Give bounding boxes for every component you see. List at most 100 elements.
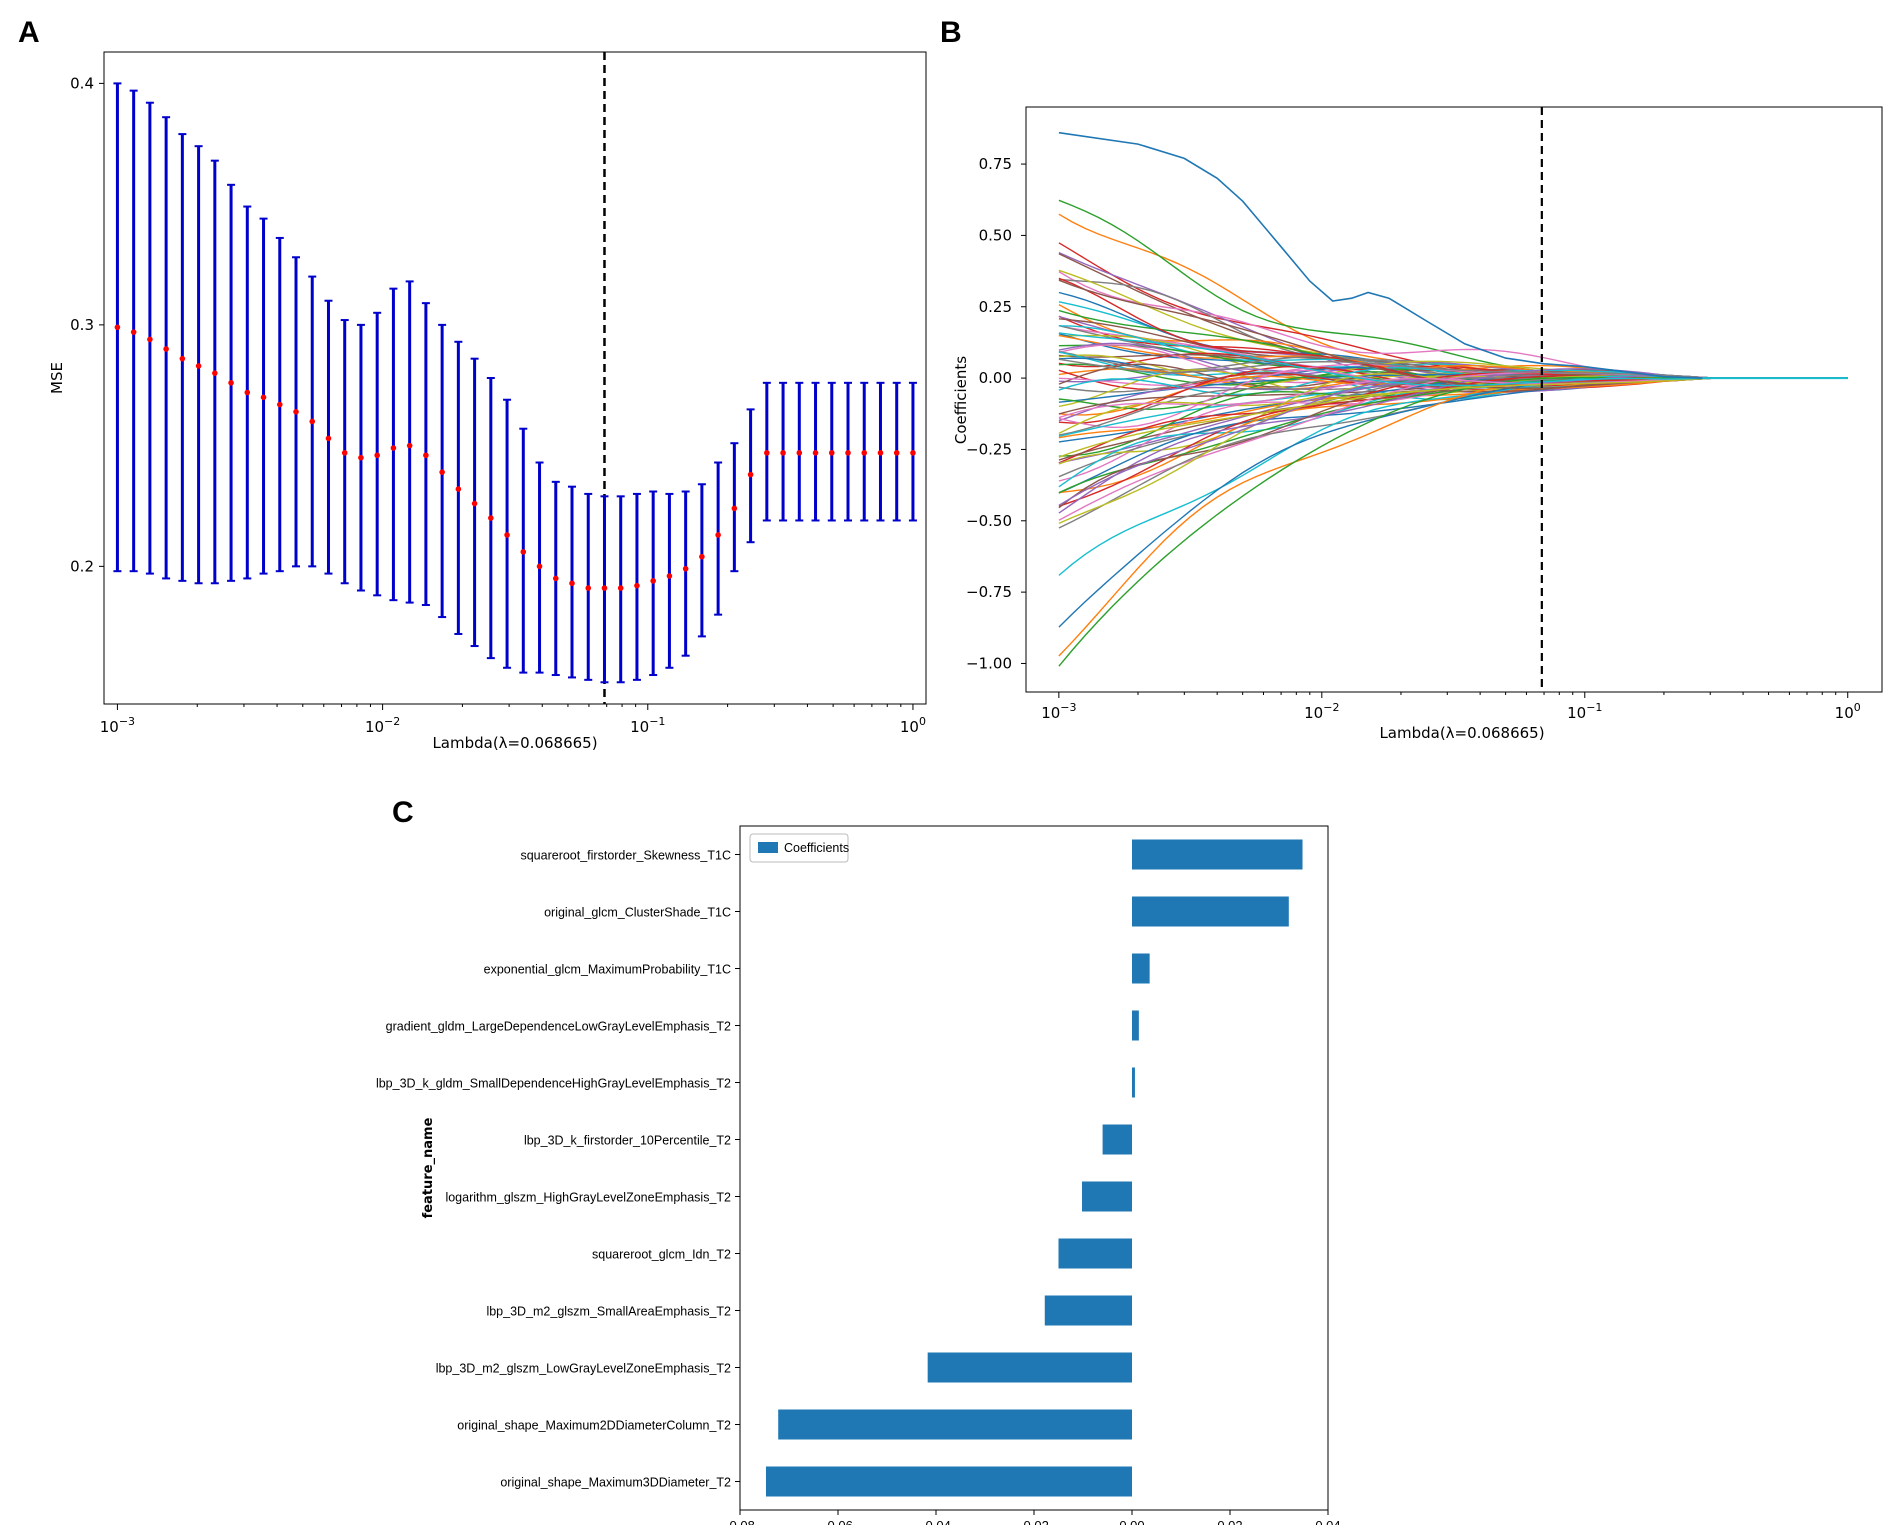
chart-c-category-label: lbp_3D_m2_glszm_SmallAreaEmphasis_T2 [486,1305,731,1319]
chart-a-mean-point [796,450,803,456]
chart-c-legend: Coefficients [749,833,849,863]
chart-b-coefficient-paths: 0.75 0.50 0.25 0.00 −0.25 −0.50 −0.75 −1.00 10−3… [952,106,1883,742]
chart-c-category-label: exponential_glcm_MaximumProbability_T1C [484,963,731,977]
chart-c-bar [1058,1238,1132,1269]
chart-a-mean-point [893,450,900,456]
chart-b-ytick-label: −0.75 [966,583,1012,601]
chart-a-ylabel: MSE [48,362,66,394]
chart-a-mean-point [910,450,916,456]
chart-b-ylabel: Coefficients [952,356,970,444]
chart-a-xlabel: Lambda(λ=0.068665) [432,734,597,752]
chart-c-bar [1132,1067,1135,1098]
chart-c-xtick-label: 0.04 [1315,1518,1340,1525]
chart-a-mean-point [617,585,624,591]
panel-label-b: B [940,16,962,49]
chart-a-mean-point [325,435,332,442]
chart-b-xtick-label: 100 [1835,701,1861,722]
chart-b-coef-path [1058,377,1848,628]
chart-a-mean-point [114,324,121,331]
chart-c-category-label: original_shape_Maximum3DDiameter_T2 [500,1476,731,1490]
chart-a-ytick-label: 0.3 [70,316,94,334]
chart-a-mean-point [488,515,494,521]
chart-c-bar [1132,953,1150,984]
chart-a-mean-point [293,409,299,415]
chart-a-ytick-label: 0.4 [70,74,94,92]
chart-c-category-label: lbp_3D_k_gldm_SmallDependenceHighGrayLev… [376,1077,731,1091]
chart-a-mean-point [195,363,202,369]
chart-b-ytick-label: 0.50 [979,226,1012,244]
chart-c-xtick-label: -0.08 [725,1518,755,1525]
chart-c-xtick-label: 0.00 [1119,1518,1144,1525]
panel-label-c: C [392,796,414,829]
chart-a-mean-point [699,553,705,560]
chart-c-xtick-label: -0.02 [1019,1518,1049,1525]
chart-a-mean-point [780,450,786,456]
chart-c-bar [927,1352,1132,1383]
chart-a-mean-point [601,585,608,591]
chart-a-mean-point [439,469,445,475]
chart-b-ytick-label: 0.25 [979,298,1012,316]
chart-a-mean-point [341,450,348,456]
chart-c-category-label: original_glcm_ClusterShade_T1C [544,906,731,920]
chart-b-ytick-label: −1.00 [966,654,1012,672]
chart-c-frame [739,825,1329,1511]
chart-c-bar [1132,1010,1139,1041]
chart-a-mean-point [682,565,689,572]
chart-a-mean-point [504,532,510,538]
chart-c-bar [765,1466,1132,1497]
chart-a-mean-point [585,585,592,591]
chart-a-mean-point [179,355,186,362]
panel-label-a: A [18,16,40,49]
chart-c-bar [1132,839,1303,870]
chart-a-mean-point [812,450,819,456]
chart-c-ylabel: feature_name [421,1117,436,1218]
chart-c-bar [1044,1295,1132,1326]
chart-b-xtick-label: 10−1 [1567,701,1602,722]
legend-swatch [758,842,778,853]
chart-a-xtick-label: 100 [900,715,926,736]
chart-a-mse-errorbar: 0.2 0.3 0.4 10−3 10−2 10−1 100 MSE Lambda(λ=0.… [48,51,927,752]
chart-a-mean-point [634,582,640,589]
legend-box [749,833,849,863]
chart-a-xtick-label: 10−2 [365,715,400,736]
chart-c-bar [1102,1124,1132,1155]
chart-c-category-label: original_shape_Maximum2DDiameterColumn_T… [457,1419,731,1433]
chart-c-category-label: lbp_3D_m2_glszm_LowGrayLevelZoneEmphasis… [436,1362,731,1376]
chart-c-category-label: squareroot_firstorder_Skewness_T1C [520,849,731,863]
chart-a-mean-point [130,329,137,335]
chart-c-category-label: squareroot_glcm_Idn_T2 [592,1248,731,1262]
chart-a-mean-point [228,380,234,386]
chart-b-xlabel: Lambda(λ=0.068665) [1379,724,1544,742]
chart-a-mean-point [212,370,218,376]
chart-b-ytick-label: −0.50 [966,512,1012,530]
chart-a-mean-point [536,563,543,570]
chart-c-bar [1132,896,1289,927]
chart-a-mean-point [455,486,462,492]
chart-a-mean-point [828,450,835,456]
chart-a-mean-point [877,450,884,456]
chart-c-category-label: logarithm_glszm_HighGrayLevelZoneEmphasi… [445,1191,731,1205]
chart-b-ytick-label: 0.75 [979,155,1012,173]
chart-b-xtick-label: 10−2 [1304,701,1339,722]
legend-label: Coefficients [784,841,849,855]
chart-a-mean-point [715,532,721,538]
chart-b-coef-path [1058,375,1848,576]
chart-b-coef-path [1058,375,1848,507]
chart-b-coef-path-top [1058,131,1848,379]
chart-c-category-label: lbp_3D_k_firstorder_10Percentile_T2 [524,1134,731,1148]
chart-a-mean-point [764,450,770,456]
chart-a-mean-point [650,578,656,584]
chart-c-category-label: gradient_gldm_LargeDependenceLowGrayLeve… [386,1020,731,1034]
chart-a-mean-point [260,394,267,401]
chart-a-xtick-label: 10−3 [100,715,135,736]
chart-b-ytick-label: −0.25 [966,440,1012,458]
chart-a-mean-point [276,401,283,408]
chart-b-ytick-label: 0.00 [979,369,1012,387]
chart-a-mean-point [406,442,413,449]
chart-a-mean-point [471,500,478,507]
chart-a-mean-point [552,575,559,582]
chart-a-mean-point [861,450,868,456]
chart-c-feature-coefficients: squareroot_firstorder_Skewness_T1Corigin… [376,825,1341,1525]
chart-a-mean-point [358,454,364,461]
